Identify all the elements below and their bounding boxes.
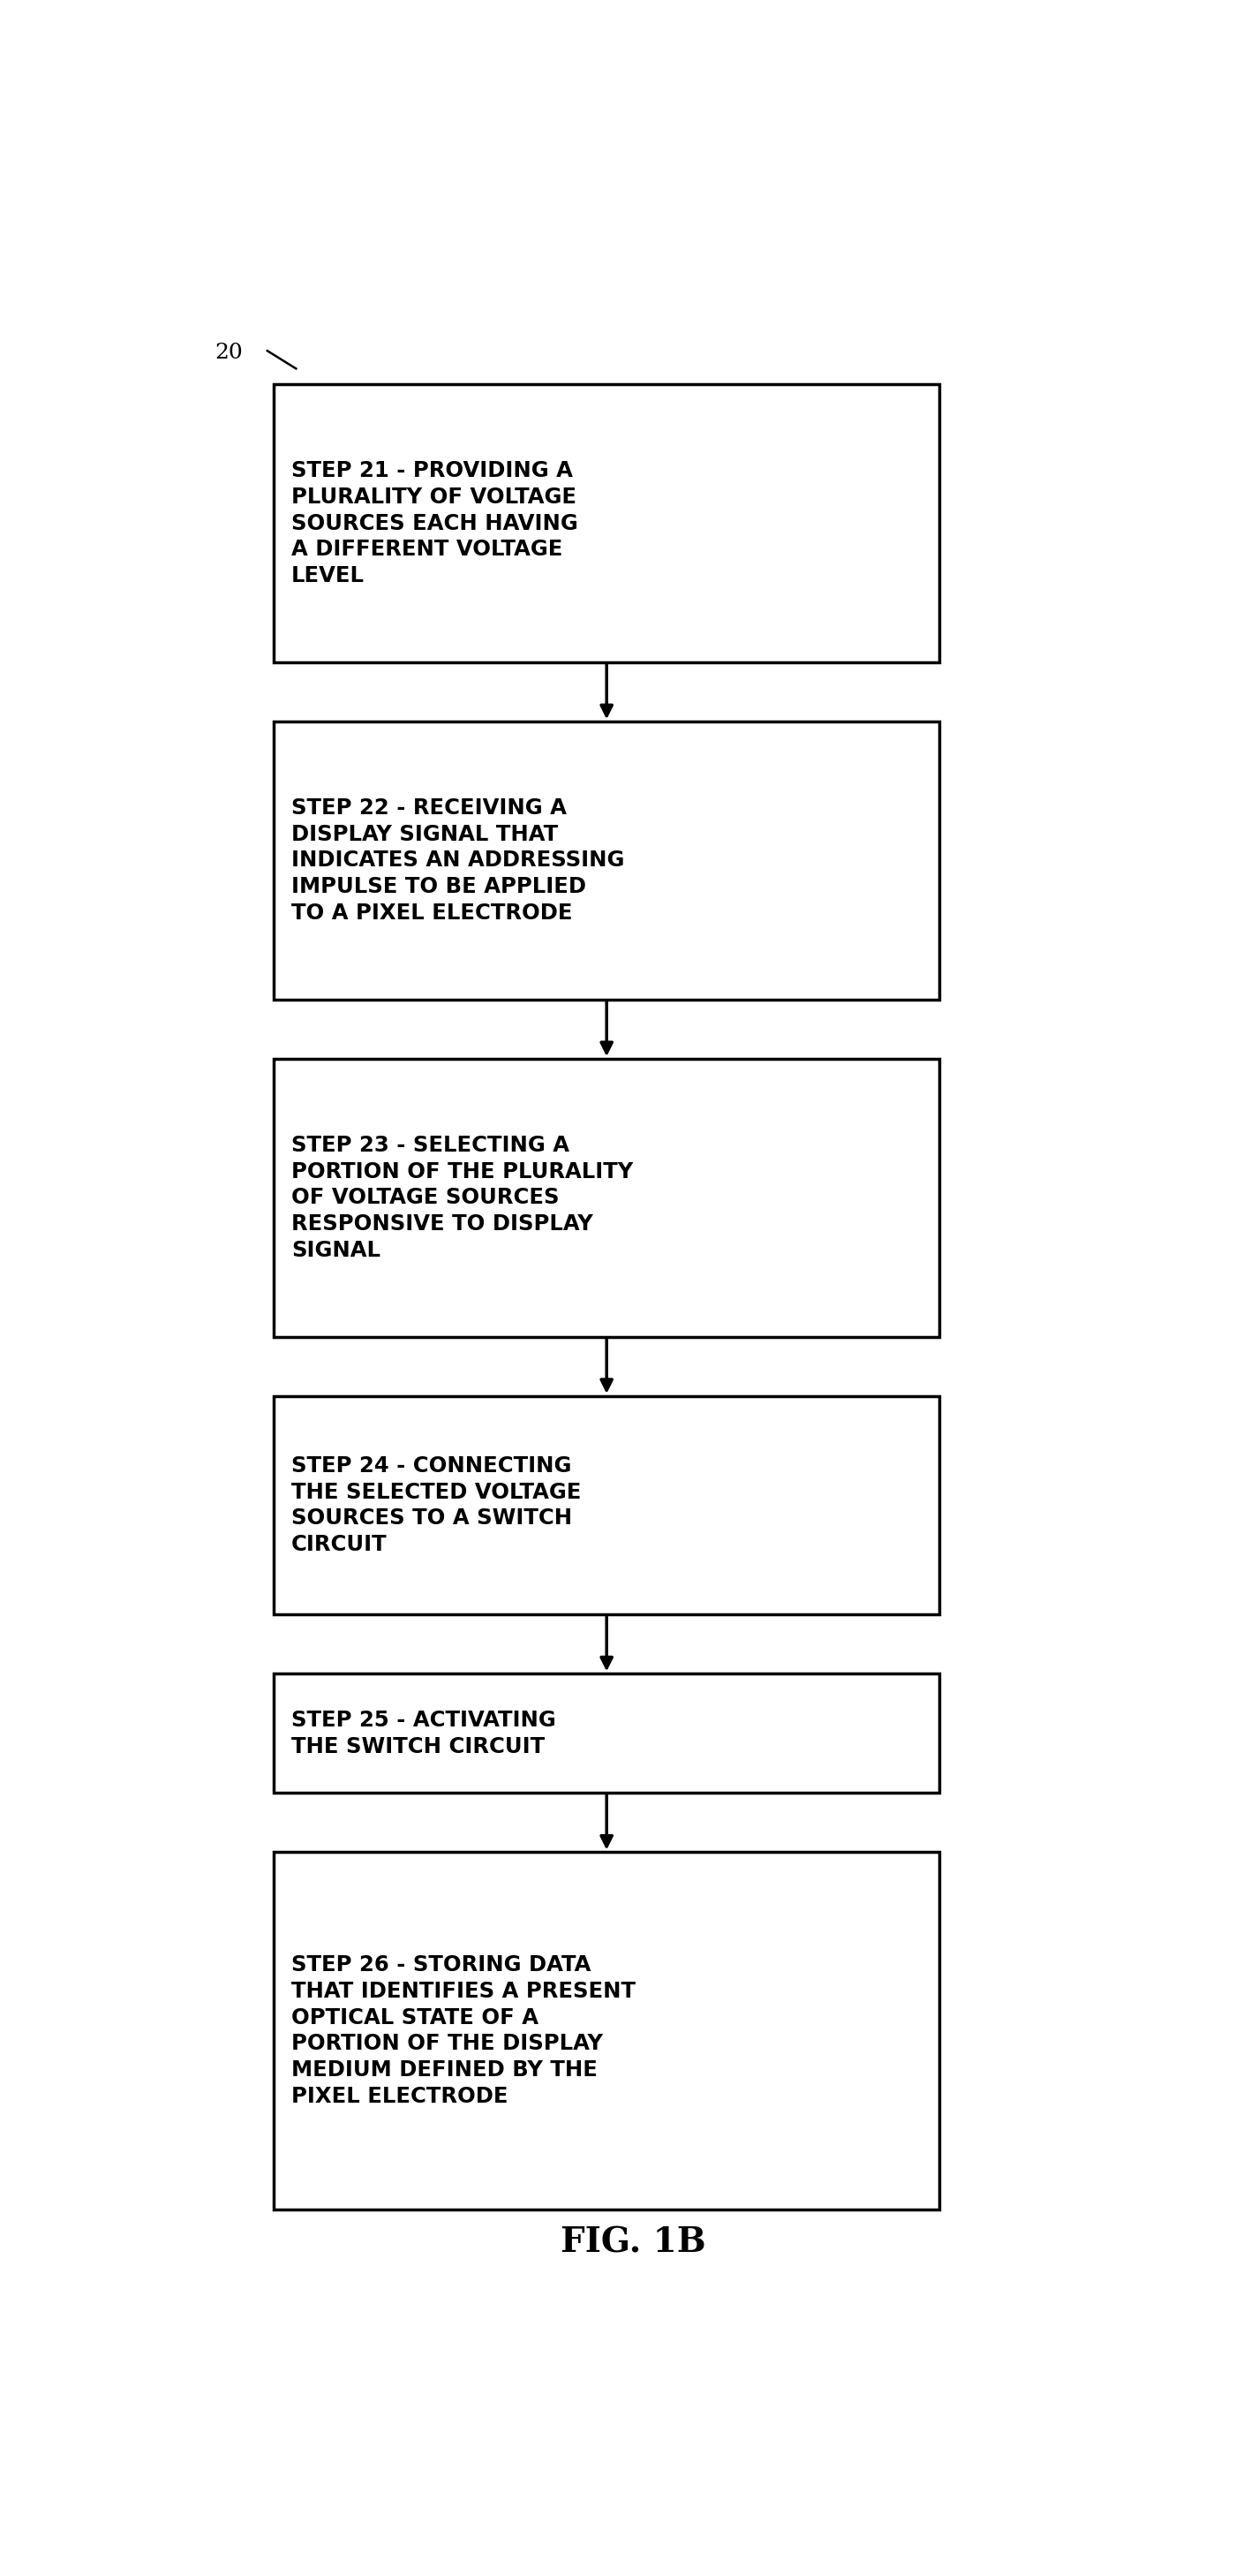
- Text: STEP 25 - ACTIVATING
THE SWITCH CIRCUIT: STEP 25 - ACTIVATING THE SWITCH CIRCUIT: [291, 1710, 556, 1757]
- Text: STEP 24 - CONNECTING
THE SELECTED VOLTAGE
SOURCES TO A SWITCH
CIRCUIT: STEP 24 - CONNECTING THE SELECTED VOLTAG…: [291, 1455, 582, 1556]
- Text: STEP 26 - STORING DATA
THAT IDENTIFIES A PRESENT
OPTICAL STATE OF A
PORTION OF T: STEP 26 - STORING DATA THAT IDENTIFIES A…: [291, 1955, 636, 2107]
- Bar: [274, 1852, 939, 2210]
- Text: STEP 21 - PROVIDING A
PLURALITY OF VOLTAGE
SOURCES EACH HAVING
A DIFFERENT VOLTA: STEP 21 - PROVIDING A PLURALITY OF VOLTA…: [291, 461, 578, 587]
- Bar: [274, 384, 939, 662]
- Bar: [274, 1396, 939, 1615]
- Bar: [274, 721, 939, 999]
- Text: FIG. 1B: FIG. 1B: [561, 2226, 705, 2259]
- Bar: [274, 1674, 939, 1793]
- Text: 20: 20: [215, 343, 243, 363]
- Text: STEP 22 - RECEIVING A
DISPLAY SIGNAL THAT
INDICATES AN ADDRESSING
IMPULSE TO BE : STEP 22 - RECEIVING A DISPLAY SIGNAL THA…: [291, 799, 625, 925]
- Text: STEP 23 - SELECTING A
PORTION OF THE PLURALITY
OF VOLTAGE SOURCES
RESPONSIVE TO : STEP 23 - SELECTING A PORTION OF THE PLU…: [291, 1133, 634, 1260]
- Bar: [274, 1059, 939, 1337]
